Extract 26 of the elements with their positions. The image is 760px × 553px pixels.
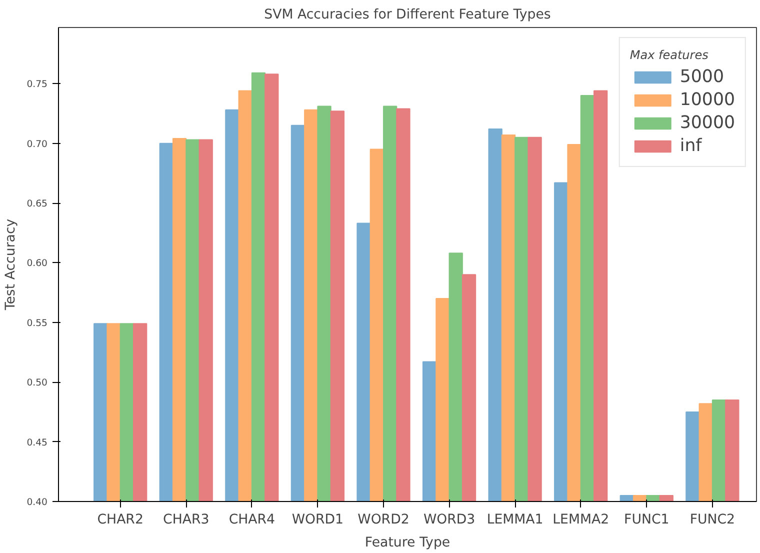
chart-title: SVM Accuracies for Different Feature Types	[264, 8, 551, 22]
legend-label: 5000	[680, 67, 724, 87]
x-tick-label: WORD3	[423, 512, 476, 528]
legend-title: Max features	[630, 48, 710, 62]
x-tick-label: CHAR3	[163, 512, 210, 528]
y-tick-label: 0.60	[26, 258, 48, 270]
x-axis-title: Feature Type	[364, 536, 450, 550]
x-tick-label: WORD2	[358, 512, 410, 528]
y-tick-label: 0.70	[26, 138, 48, 150]
y-tick-label: 0.65	[26, 198, 48, 210]
y-tick-label: 0.75	[26, 79, 48, 90]
legend-label: 30000	[680, 113, 735, 133]
x-tick-label: LEMMA2	[552, 512, 610, 528]
x-tick-label: WORD1	[292, 512, 344, 528]
legend-label: 10000	[680, 90, 735, 110]
x-tick-label: FUNC1	[624, 512, 670, 528]
y-tick-label: 0.45	[26, 437, 48, 448]
y-tick-label: 0.40	[26, 497, 48, 508]
x-tick-label: CHAR4	[228, 512, 276, 528]
y-tick-label: 0.55	[26, 318, 48, 329]
y-axis-title: Test Accuracy	[4, 218, 19, 312]
x-tick-label: FUNC2	[690, 512, 736, 528]
x-tick-label: CHAR2	[97, 512, 144, 528]
x-tick-label: LEMMA1	[486, 512, 544, 528]
legend-label: inf	[680, 136, 702, 156]
y-tick-label: 0.50	[26, 378, 48, 389]
